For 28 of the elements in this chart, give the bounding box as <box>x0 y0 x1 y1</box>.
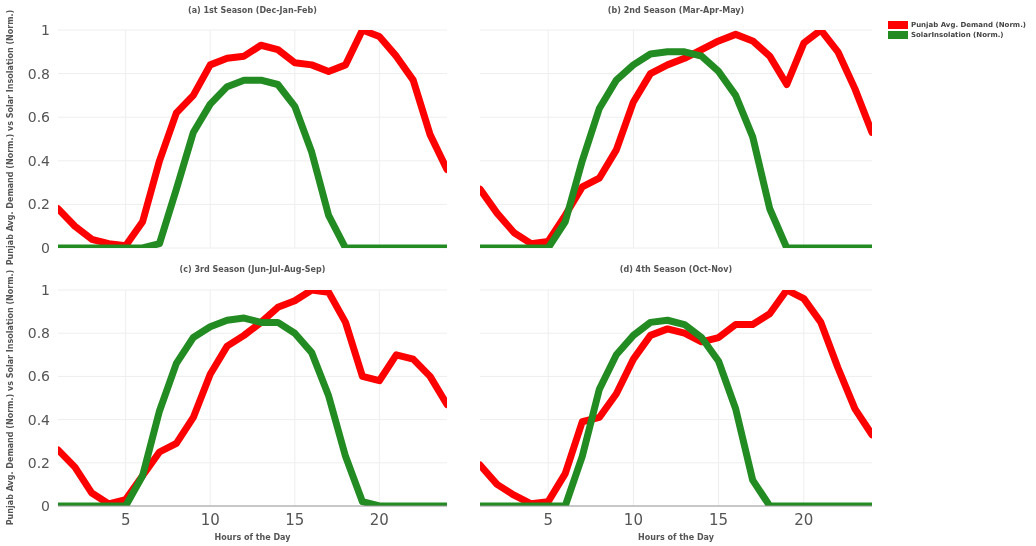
y-tick-label: 0.8 <box>27 325 50 342</box>
y-tick-label: 1 <box>41 21 50 38</box>
y-tick-label: 0.8 <box>27 65 50 82</box>
y-axis-title: Punjab Avg. Demand (Norm.) vs Solar Insolation (Norm.) <box>5 269 15 526</box>
y-tick-label: 0.6 <box>27 368 51 385</box>
x-tick-label: 15 <box>709 510 729 529</box>
x-tick-label: 10 <box>623 510 643 529</box>
x-axis-title: Hours of the Day <box>214 533 292 542</box>
y-tick-label: 0 <box>41 239 50 256</box>
y-tick-label: 0 <box>41 497 50 514</box>
x-tick-label: 20 <box>369 510 389 529</box>
chart-title: (b) 2nd Season (Mar-Apr-May) <box>606 6 746 15</box>
y-tick-label: 0.4 <box>27 152 51 169</box>
y-tick-label: 0.2 <box>27 454 50 471</box>
y-tick-label: 0.2 <box>27 196 50 213</box>
chart-title: (c) 3rd Season (Jun-Jul-Aug-Sep) <box>178 265 327 274</box>
x-tick-label: 10 <box>200 510 220 529</box>
y-tick-label: 0.6 <box>27 109 51 126</box>
y-tick-label: 1 <box>41 281 50 298</box>
x-axis-title: Hours of the Day <box>638 533 715 542</box>
x-tick-label: 5 <box>543 510 553 529</box>
x-tick-label: 5 <box>120 510 131 529</box>
x-tick-label: 20 <box>794 510 814 529</box>
y-axis-title: Punjab Avg. Demand (Norm.) vs Solar Insolation (Norm.) <box>5 9 15 266</box>
chart-title: (a) 1st Season (Dec-Jan-Feb) <box>187 6 318 15</box>
chart-title: (d) 4th Season (Oct-Nov) <box>618 265 734 274</box>
x-tick-label: 15 <box>285 510 305 529</box>
y-tick-label: 0.4 <box>27 411 51 428</box>
